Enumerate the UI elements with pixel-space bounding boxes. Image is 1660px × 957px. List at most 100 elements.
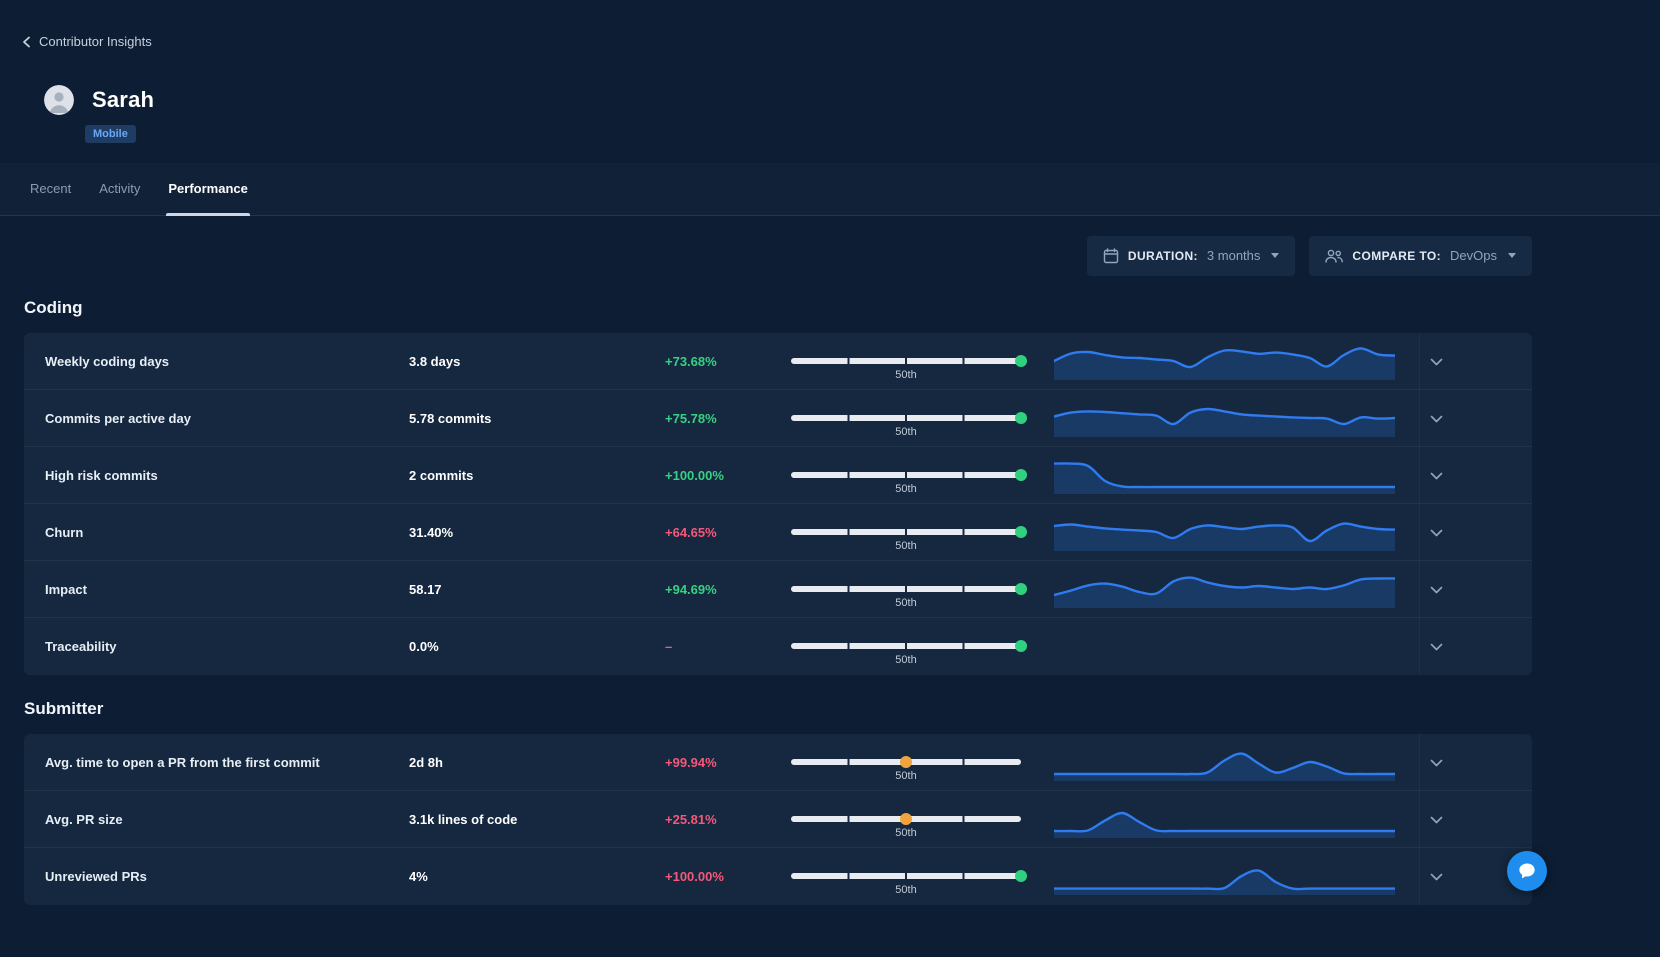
metric-delta: – xyxy=(665,638,673,654)
caret-down-icon xyxy=(1271,253,1280,258)
metric-row[interactable]: Commits per active day 5.78 commits +75.… xyxy=(24,389,1532,447)
metric-row[interactable]: High risk commits 2 commits +100.00% 50t… xyxy=(24,446,1532,504)
users-icon xyxy=(1325,249,1344,263)
metric-value: 2d 8h xyxy=(409,754,443,770)
percentile-bar: 50th xyxy=(791,791,1021,848)
percentile-label: 50th xyxy=(895,426,917,438)
duration-value: 3 months xyxy=(1206,248,1261,263)
caret-down-icon xyxy=(1508,253,1516,258)
metric-value: 58.17 xyxy=(409,581,442,597)
percentile-cell: 50th xyxy=(791,447,1054,504)
person-icon xyxy=(44,84,74,115)
percentile-cell: 50th xyxy=(791,791,1054,848)
sparkline-svg xyxy=(1054,462,1395,494)
compare-filter-button[interactable]: COMPARE TO: DevOps xyxy=(1309,235,1532,276)
metric-delta: +100.00% xyxy=(665,868,724,884)
sparkline-svg xyxy=(1054,347,1395,380)
percentile-cell: 50th xyxy=(791,848,1054,905)
percentile-cell: 50th xyxy=(791,504,1054,561)
metric-delta: +94.69% xyxy=(665,581,717,597)
expand-row-button[interactable] xyxy=(1424,633,1449,660)
percentile-marker xyxy=(1015,355,1027,367)
percentile-marker xyxy=(900,813,912,825)
badge-row: Mobile xyxy=(85,124,1660,143)
user-row: Sarah xyxy=(44,84,1660,115)
expand-row-button[interactable] xyxy=(1424,576,1449,603)
sparkline-chart xyxy=(1054,456,1419,494)
sparkline-chart xyxy=(1054,342,1419,380)
tab-activity[interactable]: Activity xyxy=(99,181,141,196)
row-expand-cell xyxy=(1419,733,1532,791)
metric-row[interactable]: Impact 58.17 +94.69% 50th xyxy=(24,560,1532,618)
metric-row[interactable]: Churn 31.40% +64.65% 50th xyxy=(24,503,1532,561)
expand-row-button[interactable] xyxy=(1424,405,1449,432)
sparkline-svg xyxy=(1054,811,1395,838)
metric-delta: +100.00% xyxy=(665,467,724,483)
metric-delta: +99.94% xyxy=(665,754,717,770)
percentile-label: 50th xyxy=(895,884,917,896)
tabbar: Recent Activity Performance xyxy=(0,163,1660,216)
metric-name: Impact xyxy=(45,581,87,597)
metric-row[interactable]: Avg. PR size 3.1k lines of code +25.81% … xyxy=(24,790,1532,848)
metrics-card: Avg. time to open a PR from the first co… xyxy=(24,733,1532,905)
metric-row[interactable]: Weekly coding days 3.8 days +73.68% 50th xyxy=(24,332,1532,390)
row-expand-cell xyxy=(1419,847,1532,905)
metric-value: 2 commits xyxy=(409,467,474,483)
metric-value: 5.78 commits xyxy=(409,410,492,426)
percentile-marker xyxy=(900,756,912,768)
percentile-track xyxy=(791,756,1021,768)
expand-row-button[interactable] xyxy=(1424,462,1449,489)
compare-label: COMPARE TO: xyxy=(1352,248,1442,263)
percentile-bar: 50th xyxy=(791,447,1027,504)
metric-row[interactable]: Avg. time to open a PR from the first co… xyxy=(24,733,1532,791)
metric-value: 3.1k lines of code xyxy=(409,811,518,827)
chevron-down-icon xyxy=(1430,643,1443,650)
metric-name: Avg. PR size xyxy=(45,811,123,827)
percentile-track xyxy=(791,640,1027,652)
back-link[interactable]: Contributor Insights xyxy=(22,34,152,49)
metric-row[interactable]: Traceability 0.0% – 50th xyxy=(24,617,1532,675)
metric-name: High risk commits xyxy=(45,467,158,483)
percentile-track xyxy=(791,583,1027,595)
percentile-track xyxy=(791,412,1027,424)
percentile-cell: 50th xyxy=(791,618,1054,675)
metric-name: Unreviewed PRs xyxy=(45,868,147,884)
metric-value: 3.8 days xyxy=(409,353,461,369)
sparkline-chart xyxy=(1054,399,1419,437)
page-header: Contributor Insights Sarah Mobile xyxy=(0,0,1660,143)
percentile-marker xyxy=(1015,583,1027,595)
metric-value: 31.40% xyxy=(409,524,454,540)
percentile-label: 50th xyxy=(895,369,917,381)
chevron-left-icon xyxy=(23,36,30,47)
metric-delta: +64.65% xyxy=(665,524,717,540)
duration-filter-button[interactable]: DURATION: 3 months xyxy=(1086,235,1296,276)
chevron-down-icon xyxy=(1430,816,1443,823)
sparkline-svg xyxy=(1054,522,1395,551)
percentile-marker xyxy=(1015,870,1027,882)
chat-bubble-icon xyxy=(1519,863,1535,879)
sparkline-svg xyxy=(1054,752,1395,781)
metric-name: Traceability xyxy=(45,638,117,654)
row-expand-cell xyxy=(1419,389,1532,447)
calendar-icon xyxy=(1103,247,1119,263)
expand-row-button[interactable] xyxy=(1424,519,1449,546)
expand-row-button[interactable] xyxy=(1424,348,1449,375)
percentile-bar: 50th xyxy=(791,333,1027,390)
row-expand-cell xyxy=(1419,503,1532,561)
tab-performance[interactable]: Performance xyxy=(166,163,251,216)
percentile-bar: 50th xyxy=(791,618,1027,675)
percentile-cell: 50th xyxy=(791,333,1054,390)
compare-value: DevOps xyxy=(1450,248,1497,263)
chevron-down-icon xyxy=(1430,873,1443,880)
metric-delta: +25.81% xyxy=(665,811,717,827)
percentile-marker xyxy=(1015,469,1027,481)
tab-recent[interactable]: Recent xyxy=(30,181,72,196)
chat-launcher-button[interactable] xyxy=(1507,851,1547,891)
percentile-bar: 50th xyxy=(791,561,1027,618)
expand-row-button[interactable] xyxy=(1424,806,1449,833)
expand-row-button[interactable] xyxy=(1424,863,1449,890)
metric-row[interactable]: Unreviewed PRs 4% +100.00% 50th xyxy=(24,847,1532,905)
sparkline-chart xyxy=(1054,570,1419,608)
chevron-down-icon xyxy=(1430,759,1443,766)
expand-row-button[interactable] xyxy=(1424,749,1449,776)
